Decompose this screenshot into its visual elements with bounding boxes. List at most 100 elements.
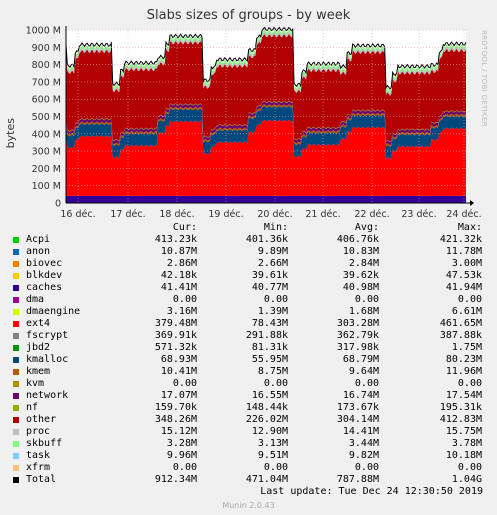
legend-avg: 173.67k (336, 402, 379, 413)
legend-row: caches 41.41M 40.77M 40.98M 41.94M (10, 282, 490, 294)
legend-row: Acpi 413.23k 401.36k 406.76k 421.32k (10, 234, 490, 246)
legend-swatch (13, 405, 19, 411)
legend-swatch (13, 381, 19, 387)
col-avg-header: Avg: (354, 222, 379, 233)
legend-row: xfrm 0.00 0.00 0.00 0.00 (10, 462, 490, 474)
legend-name: Total (26, 474, 57, 485)
legend-min: 226.02M (245, 414, 288, 425)
legend-min: 401.36k (245, 234, 288, 245)
legend-cur: 10.87M (160, 246, 197, 257)
legend-swatch (13, 333, 19, 339)
legend-min: 40.77M (251, 282, 288, 293)
legend-name: blkdev (26, 270, 63, 281)
y-tick-label: 300 M (32, 147, 61, 158)
legend-min: 55.95M (251, 354, 288, 365)
legend-cur: 15.12M (160, 426, 197, 437)
area-ext4 (66, 119, 466, 196)
legend-cur: 2.86M (166, 258, 197, 269)
legend-avg: 14.41M (342, 426, 379, 437)
legend-cur: 3.28M (166, 438, 197, 449)
legend-row: fscrypt 369.91k 291.88k 362.79k 387.88k (10, 330, 490, 342)
area-chart: 0 100 M 200 M 300 M 400 M 500 M 600 M 700 M 800 … (26, 26, 482, 221)
legend-avg: 9.64M (348, 366, 379, 377)
munin-version: Munin 2.0.43 (222, 501, 275, 510)
legend-avg: 0.00 (354, 294, 379, 305)
legend-row: skbuff 3.28M 3.13M 3.44M 3.78M (10, 438, 490, 450)
x-tick-label: 19 déc. (208, 209, 243, 220)
legend-cur: 41.41M (160, 282, 197, 293)
legend-avg: 406.76k (336, 234, 379, 245)
area-kmalloc (66, 106, 466, 159)
legend-row: biovec 2.86M 2.66M 2.84M 3.00M (10, 258, 490, 270)
legend-swatch (13, 261, 19, 267)
legend-name: other (26, 414, 57, 425)
legend-row: other 348.26M 226.02M 304.14M 412.83M (10, 414, 490, 426)
legend-name: Acpi (26, 234, 51, 245)
legend-swatch (13, 477, 19, 483)
last-update: Last update: Tue Dec 24 12:30:50 2019 (260, 486, 483, 497)
legend-row: nf 159.70k 148.44k 173.67k 195.31k (10, 402, 490, 414)
legend-max: 3.00M (451, 258, 482, 269)
legend-row: network 17.07M 16.55M 16.74M 17.54M (10, 390, 490, 402)
area-caches (66, 195, 466, 203)
legend-min: 1.39M (257, 306, 288, 317)
legend-row: jbd2 571.32k 81.31k 317.98k 1.75M (10, 342, 490, 354)
legend-min: 3.13M (257, 438, 288, 449)
legend-min: 0.00 (263, 294, 288, 305)
legend-name: network (26, 390, 69, 401)
legend-cur: 379.48M (154, 318, 197, 329)
legend-row: blkdev 42.18k 39.61k 39.62k 47.53k (10, 270, 490, 282)
legend-name: anon (26, 246, 51, 257)
legend-name: caches (26, 282, 63, 293)
legend-swatch (13, 465, 19, 471)
x-tick-label: 20 déc. (257, 209, 292, 220)
legend-name: proc (26, 426, 51, 437)
legend-row: kmalloc 68.93M 55.95M 68.79M 80.23M (10, 354, 490, 366)
legend-max: 80.23M (445, 354, 482, 365)
x-tick-label: 18 déc. (159, 209, 194, 220)
legend-min: 81.31k (251, 342, 288, 353)
legend-swatch (13, 417, 19, 423)
legend-max: 387.88k (439, 330, 482, 341)
legend-swatch (13, 345, 19, 351)
legend-cur: 348.26M (154, 414, 197, 425)
legend-row: dmaengine 3.16M 1.39M 1.68M 6.61M (10, 306, 490, 318)
legend-row: Total 912.34M 471.04M 787.88M 1.04G (10, 474, 490, 486)
legend-min: 39.61k (251, 270, 288, 281)
total-line (65, 26, 467, 90)
legend-min: 2.66M (257, 258, 288, 269)
legend-min: 0.00 (263, 462, 288, 473)
legend-avg: 1.68M (348, 306, 379, 317)
legend-cur: 413.23k (154, 234, 197, 245)
y-tick-label: 100 M (32, 181, 61, 192)
legend-swatch (13, 429, 19, 435)
legend-name: fscrypt (26, 330, 69, 341)
legend-cur: 159.70k (154, 402, 197, 413)
legend-swatch (13, 321, 19, 327)
legend-avg: 317.98k (336, 342, 379, 353)
legend-name: xfrm (26, 462, 51, 473)
legend-max: 11.78M (445, 246, 482, 257)
legend-name: task (26, 450, 51, 461)
x-tick-label: 24 déc. (446, 209, 481, 220)
area-network (66, 101, 466, 145)
legend-min: 8.75M (257, 366, 288, 377)
legend-row: proc 15.12M 12.90M 14.41M 15.75M (10, 426, 490, 438)
legend-name: ext4 (26, 318, 51, 329)
legend-cur: 571.32k (154, 342, 197, 353)
legend-max: 10.18M (445, 450, 482, 461)
legend-row: anon 10.87M 9.89M 10.83M 11.78M (10, 246, 490, 258)
legend-avg: 0.00 (354, 462, 379, 473)
legend-name: biovec (26, 258, 63, 269)
y-tick-label: 600 M (32, 95, 61, 106)
legend-swatch (13, 453, 19, 459)
legend-cur: 68.93M (160, 354, 197, 365)
x-tick-label: 23 déc. (401, 209, 436, 220)
x-axis-arrow (470, 200, 474, 206)
x-tick-label: 22 déc. (354, 209, 389, 220)
legend-avg: 39.62k (342, 270, 379, 281)
legend-avg: 40.98M (342, 282, 379, 293)
area-kmem (66, 104, 466, 147)
legend-avg: 2.84M (348, 258, 379, 269)
legend-row: ext4 379.48M 78.43M 303.28M 461.65M (10, 318, 490, 330)
